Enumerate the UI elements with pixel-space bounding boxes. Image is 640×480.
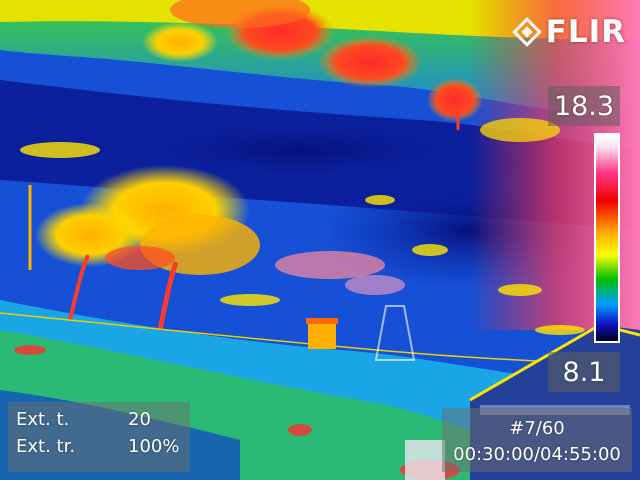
max-temperature: 18.3 — [548, 86, 620, 126]
ext-t-value: 20 — [128, 409, 151, 431]
parameter-panel: Ext. t. 20 Ext. tr. 100% — [8, 402, 190, 472]
sequence-time: 00:30:00/04:55:00 — [442, 444, 632, 466]
logo-text: FLIR — [546, 14, 626, 50]
color-scale — [594, 133, 620, 343]
ext-t-label: Ext. t. — [16, 409, 69, 431]
frame-counter: #7/60 — [442, 418, 632, 440]
flir-logo: FLIR — [512, 14, 626, 50]
ext-tr-label: Ext. tr. — [16, 436, 75, 458]
flir-diamond-icon — [512, 17, 542, 47]
min-temperature: 8.1 — [548, 352, 620, 392]
sequence-panel: #7/60 00:30:00/04:55:00 — [442, 408, 632, 472]
ext-tr-value: 100% — [128, 436, 179, 458]
color-scale-bar — [596, 135, 618, 341]
